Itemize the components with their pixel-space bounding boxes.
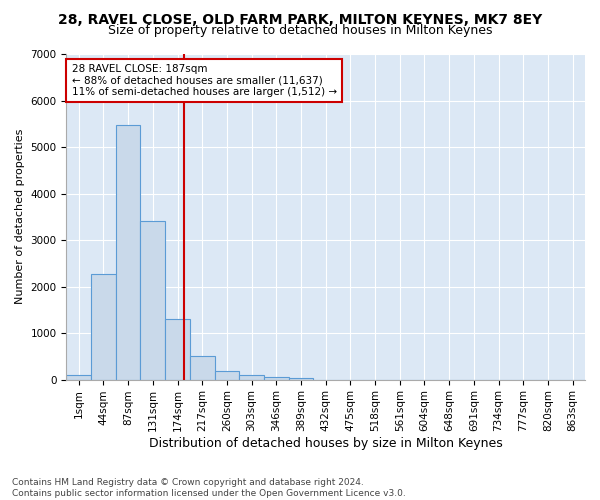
Text: 28 RAVEL CLOSE: 187sqm
← 88% of detached houses are smaller (11,637)
11% of semi: 28 RAVEL CLOSE: 187sqm ← 88% of detached… (71, 64, 337, 97)
Bar (239, 376, 264, 380)
Bar (116, 124, 140, 380)
Text: Contains HM Land Registry data © Crown copyright and database right 2024.
Contai: Contains HM Land Registry data © Crown c… (12, 478, 406, 498)
X-axis label: Distribution of detached houses by size in Milton Keynes: Distribution of detached houses by size … (149, 437, 503, 450)
Bar (140, 222, 165, 380)
Y-axis label: Number of detached properties: Number of detached properties (15, 129, 25, 304)
Text: Size of property relative to detached houses in Milton Keynes: Size of property relative to detached ho… (108, 24, 492, 37)
Bar (67, 375, 91, 380)
Bar (91, 274, 116, 380)
Text: 28, RAVEL CLOSE, OLD FARM PARK, MILTON KEYNES, MK7 8EY: 28, RAVEL CLOSE, OLD FARM PARK, MILTON K… (58, 12, 542, 26)
Bar (190, 356, 215, 380)
Bar (289, 378, 313, 380)
Bar (165, 318, 190, 380)
Bar (264, 377, 289, 380)
Bar (215, 372, 239, 380)
